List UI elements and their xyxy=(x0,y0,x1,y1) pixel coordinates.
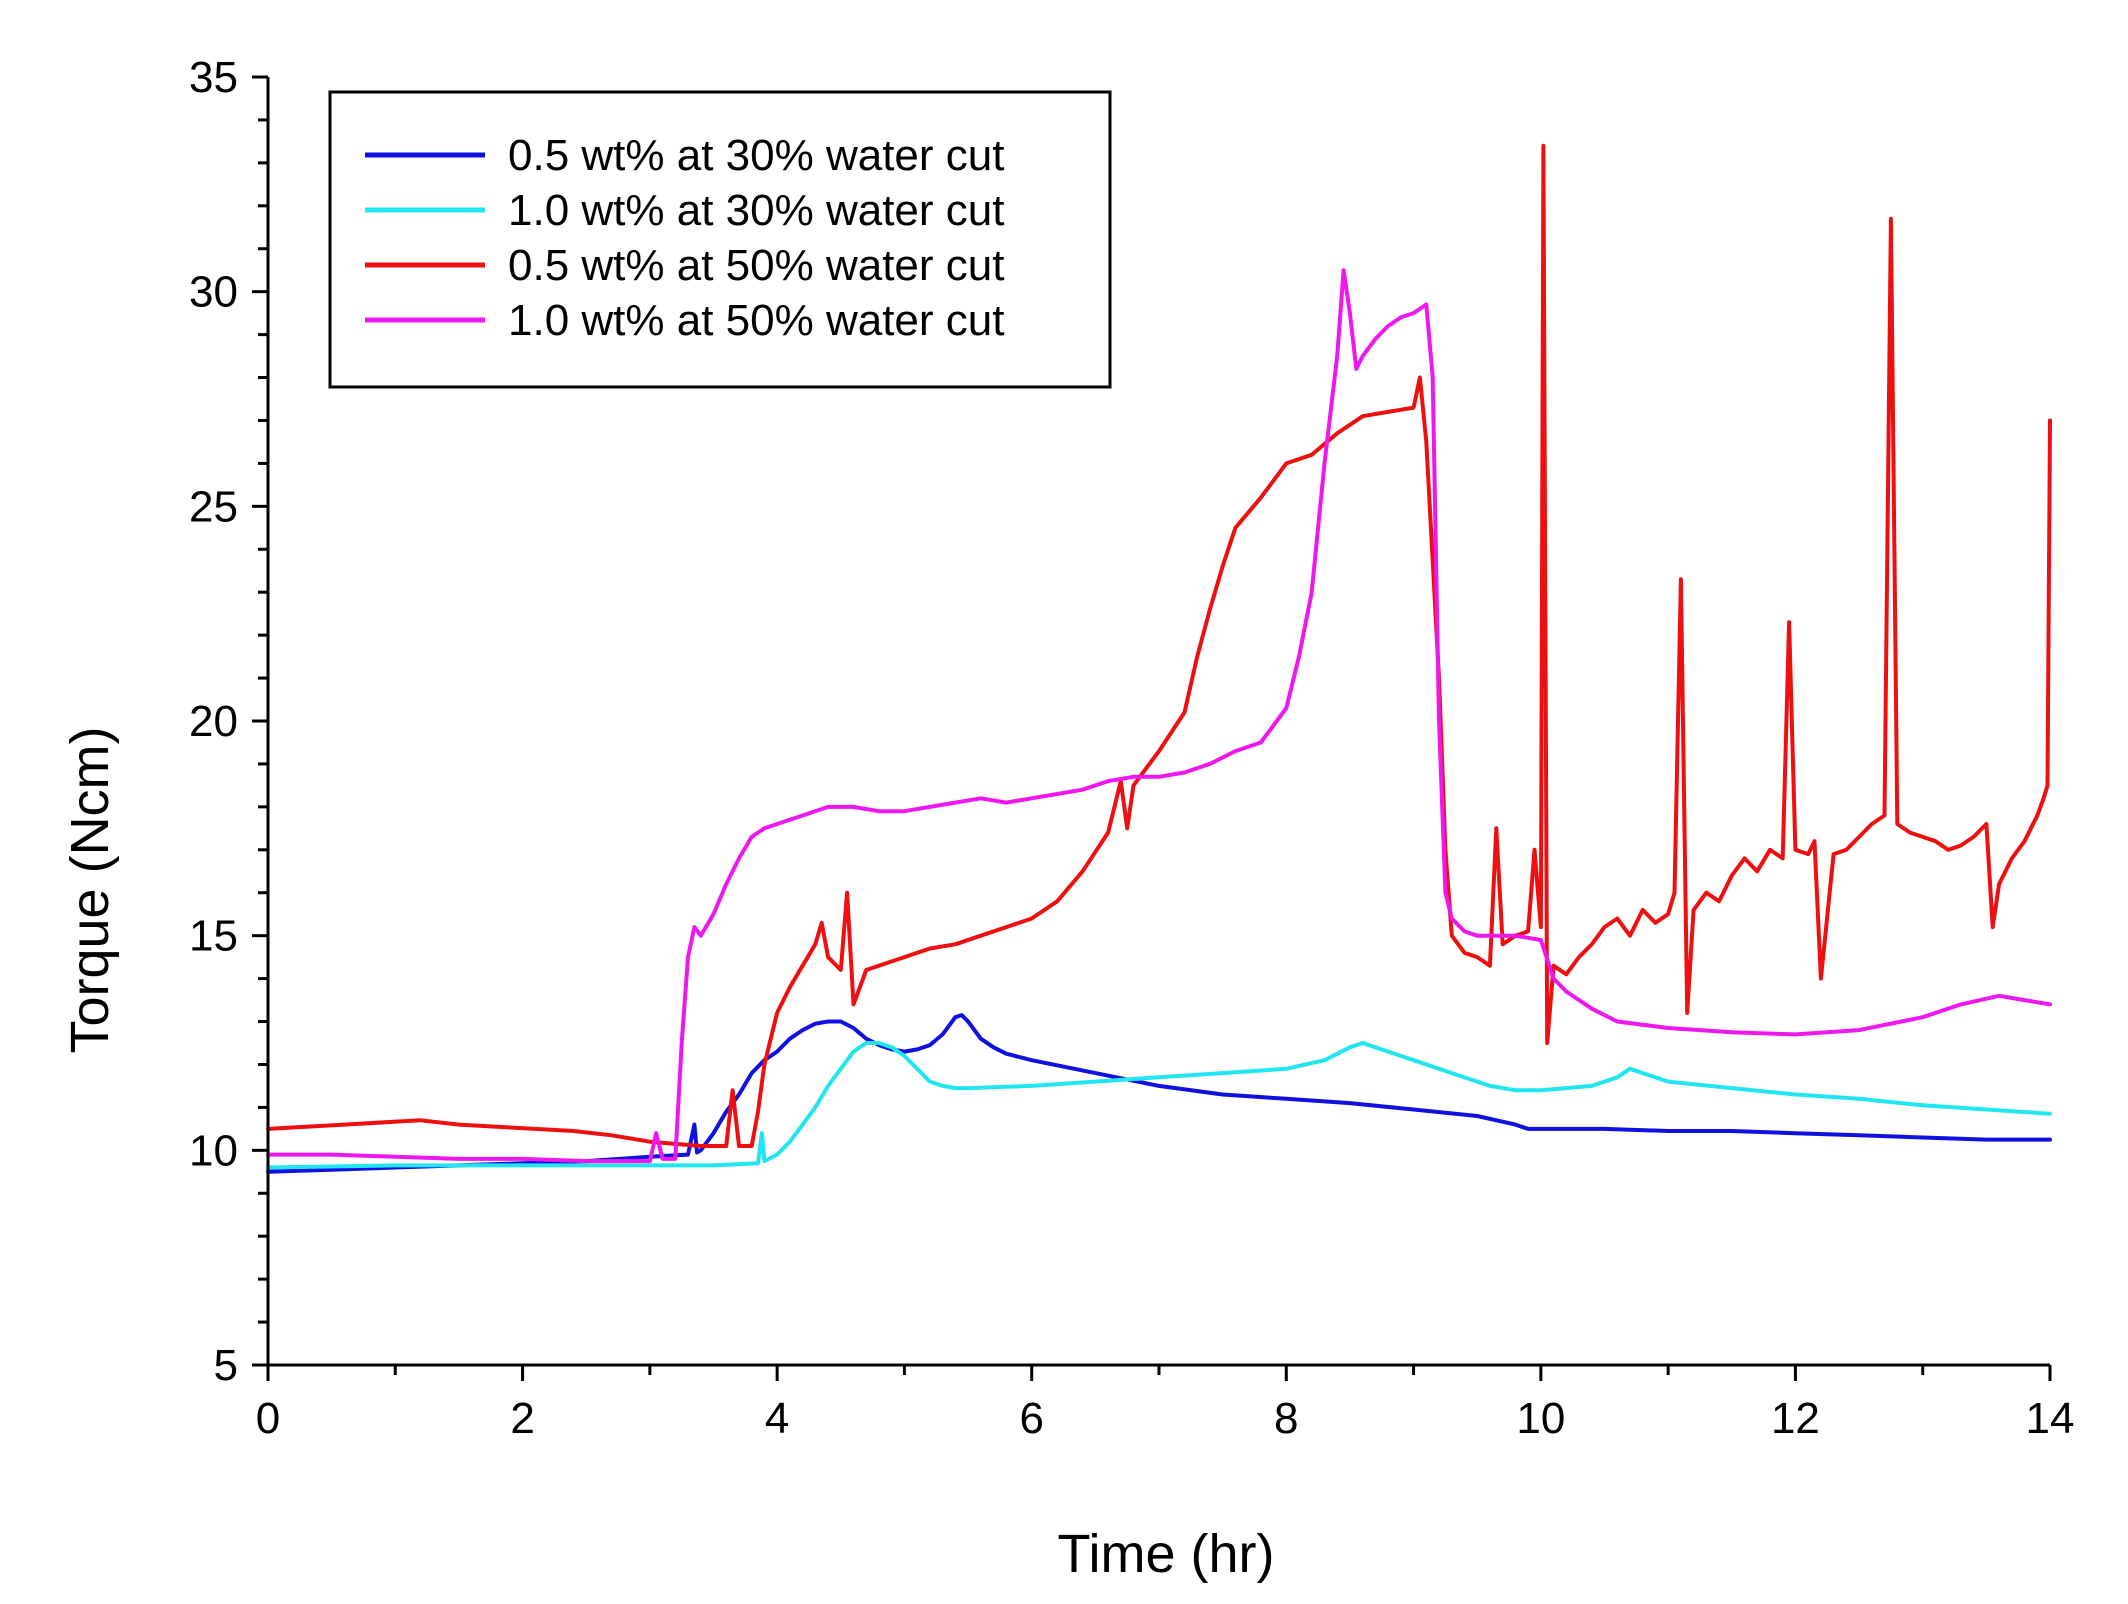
x-tick-label: 14 xyxy=(2026,1394,2075,1443)
y-tick-label: 15 xyxy=(189,912,238,961)
x-tick-label: 10 xyxy=(1516,1394,1565,1443)
legend-label-4: 1.0 wt% at 50% water cut xyxy=(508,296,1004,345)
x-tick-label: 0 xyxy=(256,1394,280,1443)
axes: 0 2 4 6 8 10 12 14 5 10 15 20 25 30 35 xyxy=(189,53,2074,1443)
plot-lines xyxy=(266,143,2052,1174)
x-tick-label: 4 xyxy=(765,1394,789,1443)
legend-label-3: 0.5 wt% at 50% water cut xyxy=(508,241,1004,290)
legend-label-1: 0.5 wt% at 30% water cut xyxy=(508,131,1004,180)
legend-box xyxy=(328,90,1112,389)
y-tick-label: 30 xyxy=(189,268,238,317)
x-tick-label: 12 xyxy=(1771,1394,1820,1443)
x-tick-label: 6 xyxy=(1019,1394,1043,1443)
y-tick-label: 20 xyxy=(189,697,238,746)
y-tick-label: 35 xyxy=(189,53,238,102)
y-tick-label: 25 xyxy=(189,482,238,531)
y-axis-title: Torque (Ncm) xyxy=(60,726,120,1053)
y-tick-label: 10 xyxy=(189,1126,238,1175)
series-line-4 xyxy=(266,268,2052,1164)
legend: 0.5 wt% at 30% water cut 1.0 wt% at 30% w… xyxy=(328,90,1112,389)
x-tick-label: 2 xyxy=(510,1394,534,1443)
y-tick-label: 5 xyxy=(214,1341,238,1390)
legend-label-2: 1.0 wt% at 30% water cut xyxy=(508,186,1004,235)
series-line-2 xyxy=(266,1041,2052,1170)
x-tick-label: 8 xyxy=(1274,1394,1298,1443)
x-axis-title: Time (hr) xyxy=(1058,1524,1275,1584)
series-line-1 xyxy=(266,1013,2052,1174)
